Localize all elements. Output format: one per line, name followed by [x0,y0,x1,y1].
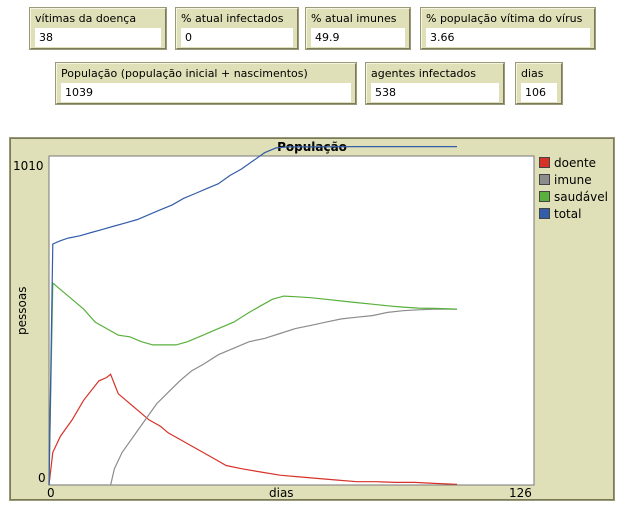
series-layer [48,145,458,486]
y-axis-label: pessoas [15,286,29,335]
monitor-deaths-label: vítimas da doença [35,12,137,25]
legend-label-saudavel: saudável [554,190,608,204]
monitor-days-value: 106 [521,83,557,102]
legend-swatch-imune [539,174,550,185]
monitor-deaths: vítimas da doença 38 [29,7,167,50]
legend-swatch-doente [539,157,550,168]
monitor-victim-pct-value: 3.66 [426,28,590,47]
legend-label-imune: imune [554,173,592,187]
monitor-infected-agents-value: 538 [371,83,499,102]
y-tick-max: 1010 [13,159,44,173]
monitor-victim-pct-label: % população vítima do vírus [426,12,583,25]
monitor-population-value: 1039 [61,83,351,102]
monitor-immune-pct-label: % atual imunes [311,12,397,25]
series-line-imune [49,308,457,486]
monitor-immune-pct-value: 49.9 [311,28,405,47]
series-line-doente [48,373,458,486]
y-tick-min: 0 [38,471,46,485]
monitor-infected-pct-value: 0 [181,28,293,47]
monitor-infected-agents: agentes infectados 538 [365,62,505,105]
monitor-days: dias 106 [515,62,563,105]
legend-item-total: total [539,207,581,221]
legend-label-doente: doente [554,156,597,170]
monitor-immune-pct: % atual imunes 49.9 [305,7,411,50]
legend-swatch-total [539,208,550,219]
legend-item-imune: imune [539,173,592,187]
monitor-infected-pct-label: % atual infectados [181,12,284,25]
monitor-infected-agents-label: agentes infectados [371,67,476,80]
legend-swatch-saudavel [539,191,550,202]
legend-item-doente: doente [539,156,596,170]
series-line-saudável [48,281,458,486]
plot-canvas [48,145,535,486]
monitor-deaths-value: 38 [35,28,161,47]
legend-item-saudavel: saudável [539,190,608,204]
x-tick-max: 126 [509,486,532,500]
legend-label-total: total [554,207,582,221]
series-line-total [48,145,457,486]
x-axis-label: dias [269,486,294,500]
monitor-population: População (população inicial + nasciment… [55,62,357,105]
x-tick-min: 0 [47,486,55,500]
monitor-infected-pct: % atual infectados 0 [175,7,299,50]
plot-area [48,155,535,486]
monitor-days-label: dias [521,67,544,80]
monitor-population-label: População (população inicial + nasciment… [61,67,308,80]
monitor-victim-pct: % população vítima do vírus 3.66 [420,7,596,50]
population-plot: População 1010 0 0 126 dias pessoas doen… [9,137,615,501]
